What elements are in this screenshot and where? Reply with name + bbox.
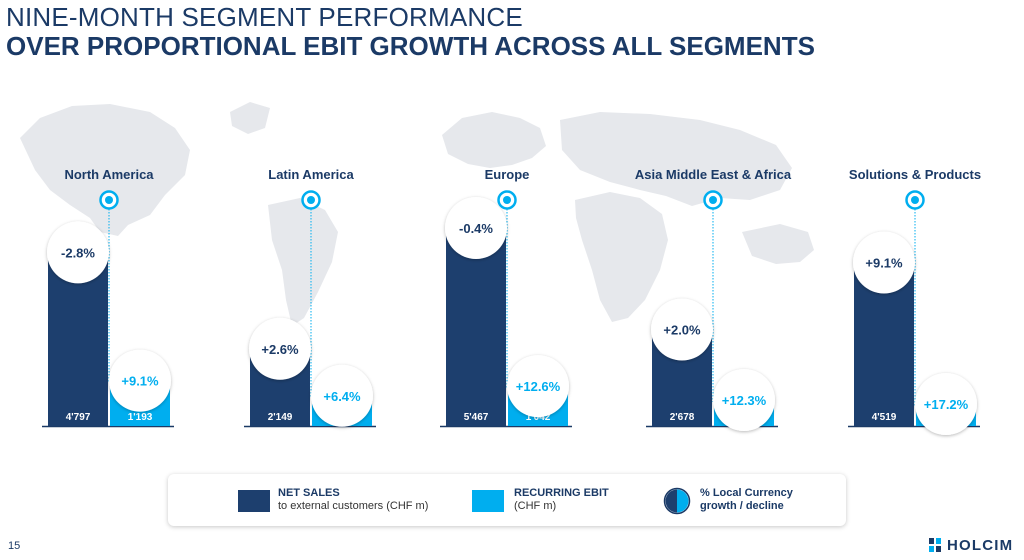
net-sales-growth-badge: [651, 298, 713, 361]
half-circle-growth-icon: [663, 487, 691, 515]
net-sales-value-label: 2'678: [670, 412, 695, 423]
bar-net-sales: [446, 227, 506, 426]
net-sales-growth-label: +2.0%: [663, 323, 701, 338]
net-sales-value-label: 5'467: [464, 412, 489, 423]
net-sales-growth-label: -0.4%: [459, 221, 493, 236]
segment-title: Solutions & Products: [849, 167, 981, 182]
net-sales-growth-badge: [249, 317, 311, 380]
holcim-logo-icon: [929, 538, 941, 552]
net-sales-growth-label: -2.8%: [61, 245, 95, 260]
location-marker-dot: [709, 196, 717, 204]
ebit-growth-badge: [507, 355, 569, 418]
ebit-growth-label: +6.4%: [323, 389, 361, 404]
segment-titles: North America Latin America Europe Asia Mid…: [64, 167, 981, 182]
legend-net-sales-label: NET SALES: [278, 487, 340, 499]
location-marker-dot: [503, 196, 511, 204]
legend-growth: % Local Currency growth / decline: [700, 487, 793, 513]
net-sales-value-label: 4'797: [66, 412, 91, 423]
legend-ebit-sub: (CHF m): [514, 500, 557, 512]
legend-growth-line1: % Local Currency: [700, 487, 793, 499]
net-sales-value-label: 4'519: [872, 412, 897, 423]
chart-legend: NET SALES to external customers (CHF m) …: [168, 474, 846, 526]
segment-title: Europe: [485, 167, 530, 182]
legend-swatch-recurring-ebit: [472, 490, 504, 512]
growth-badges: -2.8% +9.1% +2.6% +6.4% -0.4% +12.6% +2.0% +12.…: [47, 197, 977, 435]
legend-net-sales: NET SALES to external customers (CHF m): [278, 487, 428, 513]
legend-swatch-net-sales: [238, 490, 270, 512]
segment-title: Asia Middle East & Africa: [635, 167, 792, 182]
net-sales-growth-badge: [445, 197, 507, 260]
ebit-growth-badge: [915, 372, 977, 435]
net-sales-growth-label: +9.1%: [865, 256, 903, 271]
title-line-2: OVER PROPORTIONAL EBIT GROWTH ACROSS ALL…: [6, 31, 815, 61]
legend-ebit-label: RECURRING EBIT: [514, 487, 609, 499]
page-number: 15: [8, 540, 21, 552]
title-line-1: NINE-MONTH SEGMENT PERFORMANCE: [6, 2, 523, 32]
legend-net-sales-sub: to external customers (CHF m): [278, 500, 429, 512]
location-marker-dot: [105, 196, 113, 204]
ebit-growth-badge: [109, 349, 171, 412]
holcim-logo-text: HOLCIM: [947, 536, 1014, 554]
net-sales-growth-label: +2.6%: [261, 342, 299, 357]
ebit-growth-label: +17.2%: [924, 397, 969, 412]
segment-markers: [99, 190, 925, 210]
net-sales-growth-badge: [47, 221, 109, 284]
ebit-growth-badge: [713, 368, 775, 431]
ebit-value-label: 1'193: [128, 412, 153, 423]
connector-lines: [108, 206, 916, 406]
net-sales-value-label: 2'149: [268, 412, 293, 423]
ebit-growth-label: +12.6%: [516, 379, 561, 394]
ebit-growth-label: +9.1%: [121, 374, 159, 389]
segment-title: Latin America: [268, 167, 354, 182]
legend-recurring-ebit: RECURRING EBIT (CHF m): [514, 487, 609, 513]
segment-bar-chart: 4'7971'1932'1497765'4671'0422'6786614'51…: [20, 102, 981, 435]
net-sales-growth-badge: [853, 231, 915, 294]
location-marker-dot: [307, 196, 315, 204]
location-marker-dot: [911, 196, 919, 204]
ebit-value-label: 1'042: [526, 412, 551, 423]
world-map-background: [20, 102, 814, 326]
ebit-growth-label: +12.3%: [722, 393, 767, 408]
segment-title: North America: [64, 167, 154, 182]
ebit-growth-badge: [311, 364, 373, 427]
legend-growth-line2: growth / decline: [700, 500, 784, 512]
holcim-logo: HOLCIM: [927, 536, 1013, 554]
